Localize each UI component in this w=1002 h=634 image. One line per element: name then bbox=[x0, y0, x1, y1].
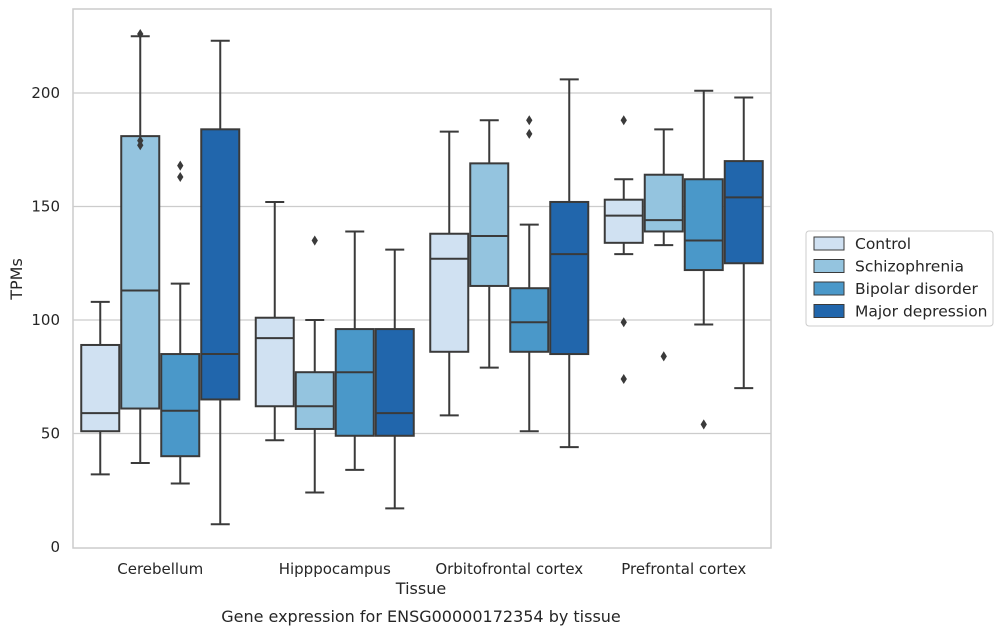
legend-swatch-major-depression bbox=[813, 304, 845, 318]
outlier-marker bbox=[137, 28, 144, 40]
y-tick-label: 200 bbox=[31, 84, 60, 102]
box-major-depression-cerebellum bbox=[200, 39, 241, 526]
box-body bbox=[294, 371, 335, 430]
outlier-marker bbox=[137, 140, 144, 151]
series-control bbox=[80, 115, 644, 476]
y-tick-label: 0 bbox=[50, 538, 60, 556]
series-major-depression bbox=[200, 39, 764, 526]
legend-label-major-depression: Major depression bbox=[855, 303, 988, 321]
box-body bbox=[603, 198, 644, 244]
box-bipolar-disorder-orbitofrontal-cortex bbox=[509, 115, 550, 433]
box-body bbox=[80, 343, 121, 433]
box-control-hipppocampus bbox=[254, 200, 295, 442]
box-control-prefrontal-cortex bbox=[603, 115, 644, 385]
outlier-marker bbox=[526, 128, 533, 139]
legend-swatch-control bbox=[813, 236, 845, 251]
legend-label-bipolar-disorder: Bipolar disorder bbox=[855, 280, 979, 298]
box-major-depression-prefrontal-cortex bbox=[723, 96, 764, 390]
box-body bbox=[683, 178, 724, 272]
outlier-marker bbox=[620, 115, 627, 126]
y-axis-ticks: 0 50 100 150 200 bbox=[31, 84, 60, 556]
y-tick-label: 150 bbox=[31, 198, 60, 216]
box-body bbox=[509, 287, 550, 353]
box-body bbox=[160, 353, 201, 458]
outlier-marker bbox=[620, 317, 627, 328]
outlier-marker bbox=[177, 160, 184, 171]
box-body bbox=[120, 135, 161, 410]
box-bipolar-disorder-hipppocampus bbox=[334, 230, 375, 471]
x-axis-ticks: Cerebellum Hipppocampus Orbitofrontal cort… bbox=[117, 560, 746, 578]
outlier-marker bbox=[620, 373, 627, 385]
box-body bbox=[643, 173, 684, 233]
outlier-marker bbox=[311, 235, 318, 246]
x-axis-label: Tissue bbox=[395, 579, 446, 598]
outlier-marker bbox=[526, 115, 533, 126]
gridlines bbox=[73, 92, 771, 435]
box-control-cerebellum bbox=[80, 300, 121, 476]
box-bipolar-disorder-prefrontal-cortex bbox=[683, 89, 724, 430]
box-body bbox=[374, 328, 415, 437]
x-tick-label: Prefrontal cortex bbox=[621, 560, 746, 578]
legend-swatch-schizophrenia bbox=[813, 259, 845, 273]
box-bipolar-disorder-cerebellum bbox=[160, 160, 201, 485]
box-schizophrenia-cerebellum bbox=[120, 28, 161, 465]
outlier-marker bbox=[660, 351, 667, 362]
box-body bbox=[200, 128, 241, 401]
y-tick-label: 100 bbox=[31, 311, 60, 329]
legend: Control Schizophrenia Bipolar disorder Majo… bbox=[805, 230, 994, 327]
legend-swatch-bipolar-disorder bbox=[813, 281, 845, 296]
outlier-marker bbox=[177, 171, 184, 183]
x-tick-label: Cerebellum bbox=[117, 560, 203, 578]
box-plot-series bbox=[80, 28, 764, 526]
chart-caption: Gene expression for ENSG00000172354 by t… bbox=[221, 607, 621, 626]
box-body bbox=[549, 200, 590, 356]
x-tick-label: Hipppocampus bbox=[279, 560, 391, 578]
series-bipolar-disorder bbox=[160, 89, 724, 485]
box-body bbox=[254, 316, 295, 408]
box-schizophrenia-orbitofrontal-cortex bbox=[469, 119, 510, 369]
legend-label-schizophrenia: Schizophrenia bbox=[855, 258, 964, 276]
series-schizophrenia bbox=[120, 28, 684, 494]
y-tick-label: 50 bbox=[41, 425, 60, 443]
box-body bbox=[723, 160, 764, 265]
box-body bbox=[469, 162, 510, 287]
legend-label-control: Control bbox=[855, 235, 911, 253]
plot-frame bbox=[72, 8, 772, 549]
box-major-depression-orbitofrontal-cortex bbox=[549, 78, 590, 449]
y-axis-label: TPMs bbox=[7, 258, 26, 301]
box-schizophrenia-prefrontal-cortex bbox=[643, 128, 684, 362]
x-tick-label: Orbitofrontal cortex bbox=[435, 560, 583, 578]
outlier-marker bbox=[700, 419, 707, 430]
box-major-depression-hipppocampus bbox=[374, 248, 415, 510]
legend-frame bbox=[805, 230, 994, 327]
box-body bbox=[334, 328, 375, 437]
box-schizophrenia-hipppocampus bbox=[294, 235, 335, 494]
box-control-orbitofrontal-cortex bbox=[429, 130, 470, 417]
box-body bbox=[429, 232, 470, 353]
